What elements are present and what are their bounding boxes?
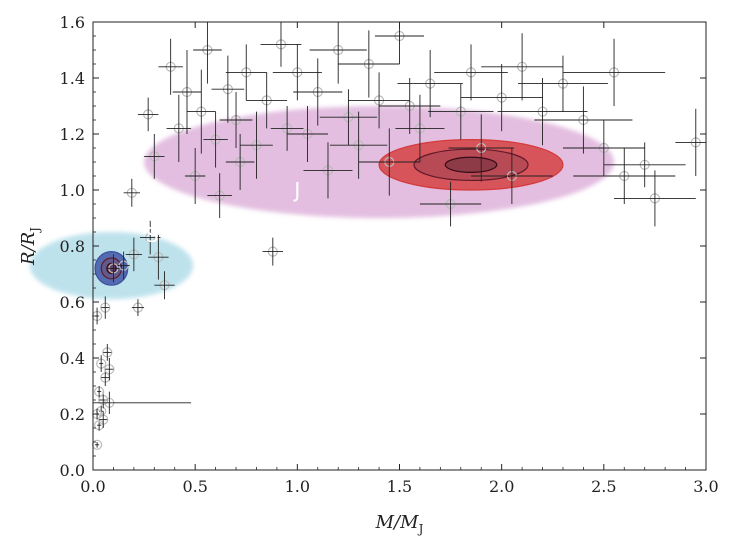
x-tick-label: 0.0 [80, 477, 105, 496]
data-point [211, 55, 245, 123]
data-point [172, 50, 202, 134]
axes: 0.0 0.5 1.0 1.5 2.0 2.5 3.0 0.0 0.2 0.4 0.6 0.8 1.0 1… [18, 13, 719, 536]
data-point [562, 38, 666, 106]
data-point [94, 386, 105, 398]
data-point [397, 50, 463, 118]
data-point [260, 22, 302, 67]
data-point [207, 173, 232, 218]
data-point [219, 92, 253, 148]
data-point [573, 148, 676, 204]
data-point [614, 170, 696, 227]
data-point [184, 148, 206, 204]
data-point [497, 78, 588, 146]
x-tick-label: 3.0 [693, 477, 718, 496]
data-point [319, 89, 378, 146]
data-point [287, 106, 328, 162]
data-point [203, 111, 228, 168]
annotation-label: S [146, 223, 159, 247]
data-point [148, 234, 169, 280]
data-points [91, 22, 706, 450]
y-tick-label: 0.6 [60, 293, 85, 312]
data-point [358, 128, 420, 196]
data-point [104, 358, 115, 381]
data-point [123, 178, 140, 207]
y-tick-label: 1.0 [60, 181, 85, 200]
data-point [117, 251, 130, 280]
data-point [309, 22, 367, 84]
data-point [675, 108, 706, 176]
annotations: JS [146, 178, 300, 247]
y-tick-label: 0.4 [60, 349, 85, 368]
data-point [225, 134, 255, 190]
data-point [158, 38, 183, 95]
data-point [131, 299, 145, 316]
data-point [428, 83, 494, 140]
data-point [272, 44, 322, 101]
data-point [293, 58, 343, 126]
data-point [534, 86, 633, 154]
y-tick-label: 1.4 [60, 69, 85, 88]
y-tick-label: 1.6 [60, 13, 85, 32]
x-tick-label: 1.0 [285, 477, 310, 496]
region-jupiter-like-core-inner [413, 148, 529, 182]
region-jupiter-like-core-peak [444, 156, 498, 173]
data-point [186, 69, 216, 154]
data-point [246, 72, 288, 129]
data-point [603, 142, 686, 188]
data-point [93, 391, 192, 414]
data-point [374, 22, 425, 64]
y-tick-label: 1.2 [60, 125, 85, 144]
y-tick-label: 0.2 [60, 405, 85, 424]
data-point [460, 64, 543, 132]
x-tick-label: 1.5 [387, 477, 412, 496]
data-point [102, 344, 113, 361]
data-point [98, 411, 109, 428]
data-point [144, 134, 165, 179]
data-point [419, 181, 482, 227]
y-tick-label: 0.8 [60, 237, 85, 256]
y-tick-label: 0.0 [60, 461, 85, 480]
x-tick-label: 2.0 [489, 477, 514, 496]
data-point [240, 111, 273, 179]
data-point [448, 114, 514, 182]
y-axis-label: R/RJ [18, 227, 42, 266]
data-point [100, 296, 111, 319]
x-tick-label: 2.5 [591, 477, 616, 496]
x-tick-label: 0.5 [182, 477, 207, 496]
data-point [338, 30, 400, 98]
data-point [562, 120, 645, 176]
data-point [471, 148, 553, 204]
data-point [137, 97, 159, 132]
data-point [270, 106, 304, 151]
data-point [481, 33, 563, 101]
data-point [330, 111, 388, 179]
data-point [193, 22, 222, 84]
data-point [262, 237, 284, 266]
data-point [225, 44, 267, 101]
data-point [96, 355, 107, 372]
data-point [434, 44, 508, 101]
data-point [107, 254, 120, 283]
data-point [303, 142, 353, 199]
data-point [395, 94, 445, 162]
data-point [348, 72, 410, 129]
data-point [518, 55, 608, 112]
data-point [154, 271, 175, 300]
data-point [139, 220, 161, 255]
x-axis-label: M/MJ [375, 512, 424, 536]
region-jupiter-like-core [378, 139, 564, 191]
data-point [125, 237, 143, 272]
annotation-label: J [292, 178, 300, 202]
